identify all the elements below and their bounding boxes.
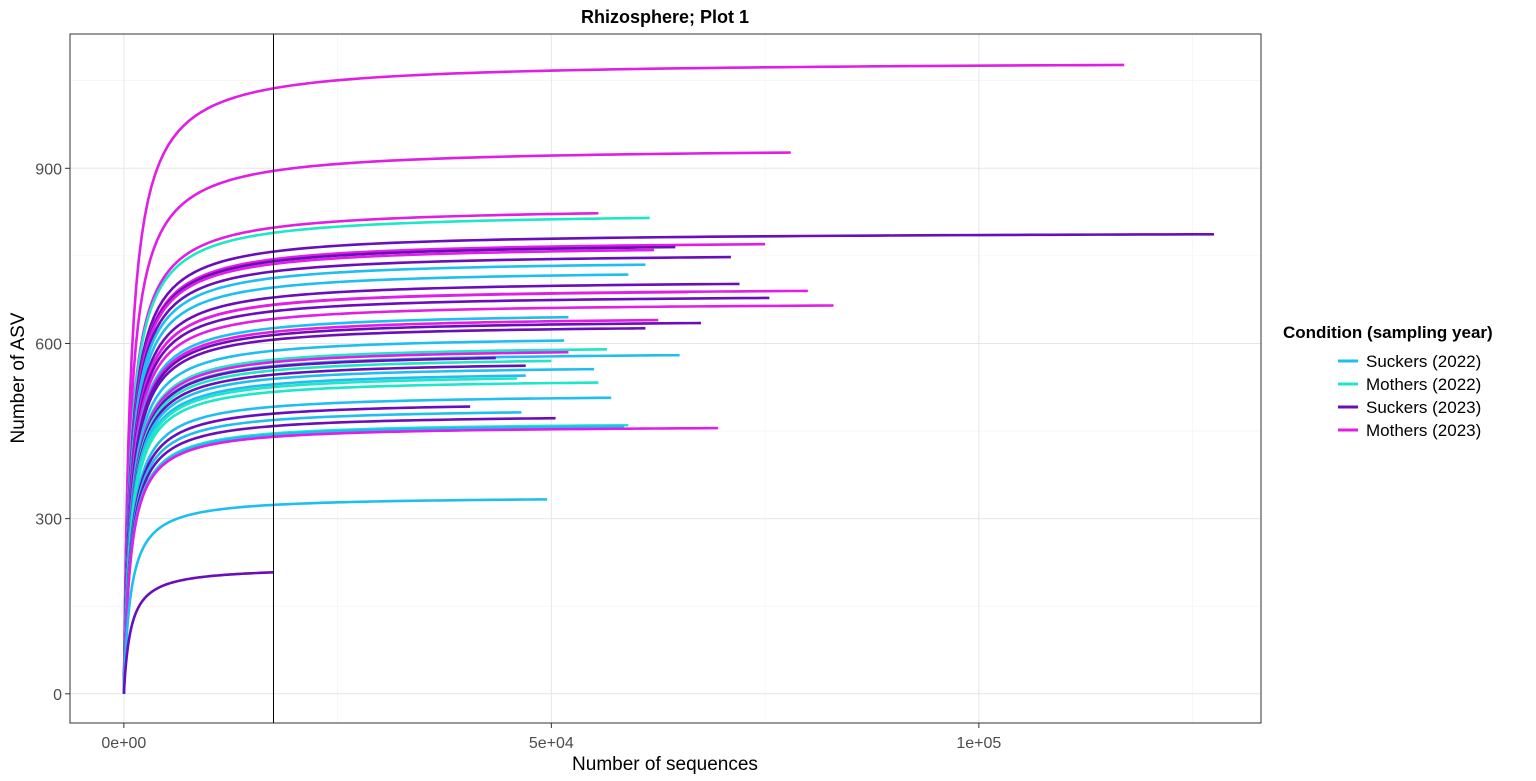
rarefaction-curve-31 [122,381,599,694]
rarefaction-curve-37 [122,425,625,694]
rarefaction-curve-36 [122,423,629,694]
rarefaction-curve-33 [122,405,471,694]
rarefaction-curve-27 [122,364,526,694]
rarefaction-curve-8 [122,248,654,694]
chart-title: Rhizosphere; Plot 1 [581,7,749,27]
rarefaction-curve-38 [122,426,719,694]
legend: Condition (sampling year) Suckers (2022)… [1283,323,1493,440]
legend-label: Suckers (2023) [1366,398,1481,417]
y-axis-label: Number of ASV [8,312,29,443]
y-tick-label: 900 [35,161,62,178]
rarefaction-curve-1 [122,63,1125,694]
rarefaction-curve-24 [122,353,680,694]
y-tick-label: 600 [35,336,62,353]
rarefaction-curve-16 [122,304,834,694]
x-tick-label: 5e+04 [529,735,574,752]
rarefaction-curve-21 [122,339,565,694]
rarefaction-curve-5 [122,232,1214,694]
rarefaction-curve-7 [122,245,676,694]
rarefaction-curve-35 [122,416,556,694]
rarefaction-curve-40 [122,571,274,695]
rarefaction-curve-39 [122,498,548,694]
x-tick-label: 0e+00 [101,735,146,752]
x-tick-label: 1e+05 [956,735,1001,752]
rarefaction-curve-2 [122,151,791,694]
rarefaction-curves [122,63,1214,695]
panel-border [69,33,1262,724]
legend-title: Condition (sampling year) [1283,323,1493,342]
rarefaction-curve-15 [122,296,770,694]
x-axis: 0e+00 5e+04 1e+05 [101,723,1001,752]
legend-label: Mothers (2022) [1366,375,1481,394]
y-tick-label: 0 [53,687,62,704]
y-axis: 0 300 600 900 [35,161,70,704]
rarefaction-curve-6 [122,242,766,694]
rarefaction-curve-34 [122,411,522,694]
y-tick-label: 300 [35,512,62,529]
grid-lines [70,34,1261,723]
rarefaction-curve-32 [122,396,612,694]
legend-label: Suckers (2022) [1366,352,1481,371]
x-axis-label: Number of sequences [572,754,758,775]
legend-label: Mothers (2023) [1366,421,1481,440]
rarefaction-curve-11 [122,273,629,694]
rarefaction-curve-20 [122,326,646,694]
rarefaction-curve-18 [122,318,659,694]
rarefaction-curve-4 [122,216,650,694]
